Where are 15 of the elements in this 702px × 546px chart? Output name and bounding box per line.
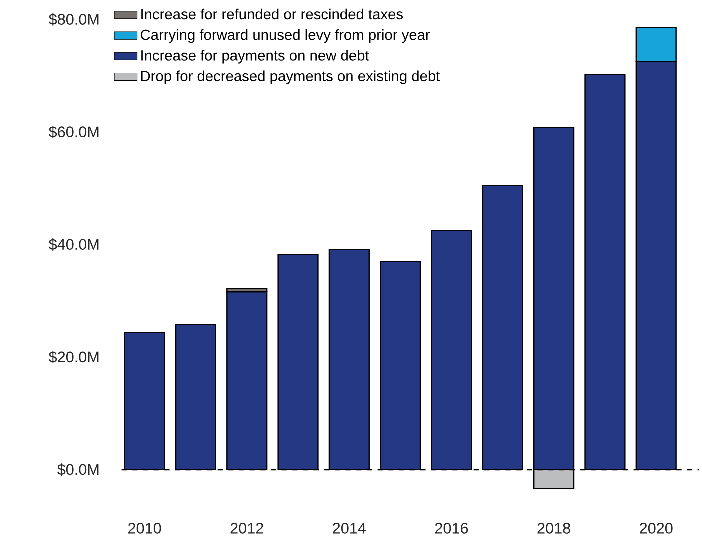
y-tick-label: $60.0M bbox=[48, 126, 99, 138]
x-tick-label: 2014 bbox=[333, 523, 366, 534]
legend-label: Carrying forward unused levy from prior year bbox=[140, 29, 430, 44]
legend-label: Increase for payments on new debt bbox=[142, 50, 370, 64]
x-tick-label: 2016 bbox=[435, 523, 468, 534]
legend-label: Drop for decreased payments on existing debt bbox=[141, 70, 440, 84]
x-tick-label: 2020 bbox=[640, 523, 673, 534]
y-tick-label: $20.0M bbox=[48, 351, 99, 364]
y-tick-label: $40.0M bbox=[48, 238, 99, 251]
legend-label: Increase for refunded or rescinded taxes bbox=[142, 8, 403, 20]
y-tick-label: $0.0M bbox=[58, 464, 99, 476]
y-tick-label: $80.0M bbox=[48, 13, 99, 26]
x-tick-label: 2012 bbox=[230, 523, 264, 534]
x-tick-label: 2010 bbox=[128, 523, 162, 534]
x-tick-label: 2018 bbox=[538, 523, 570, 534]
